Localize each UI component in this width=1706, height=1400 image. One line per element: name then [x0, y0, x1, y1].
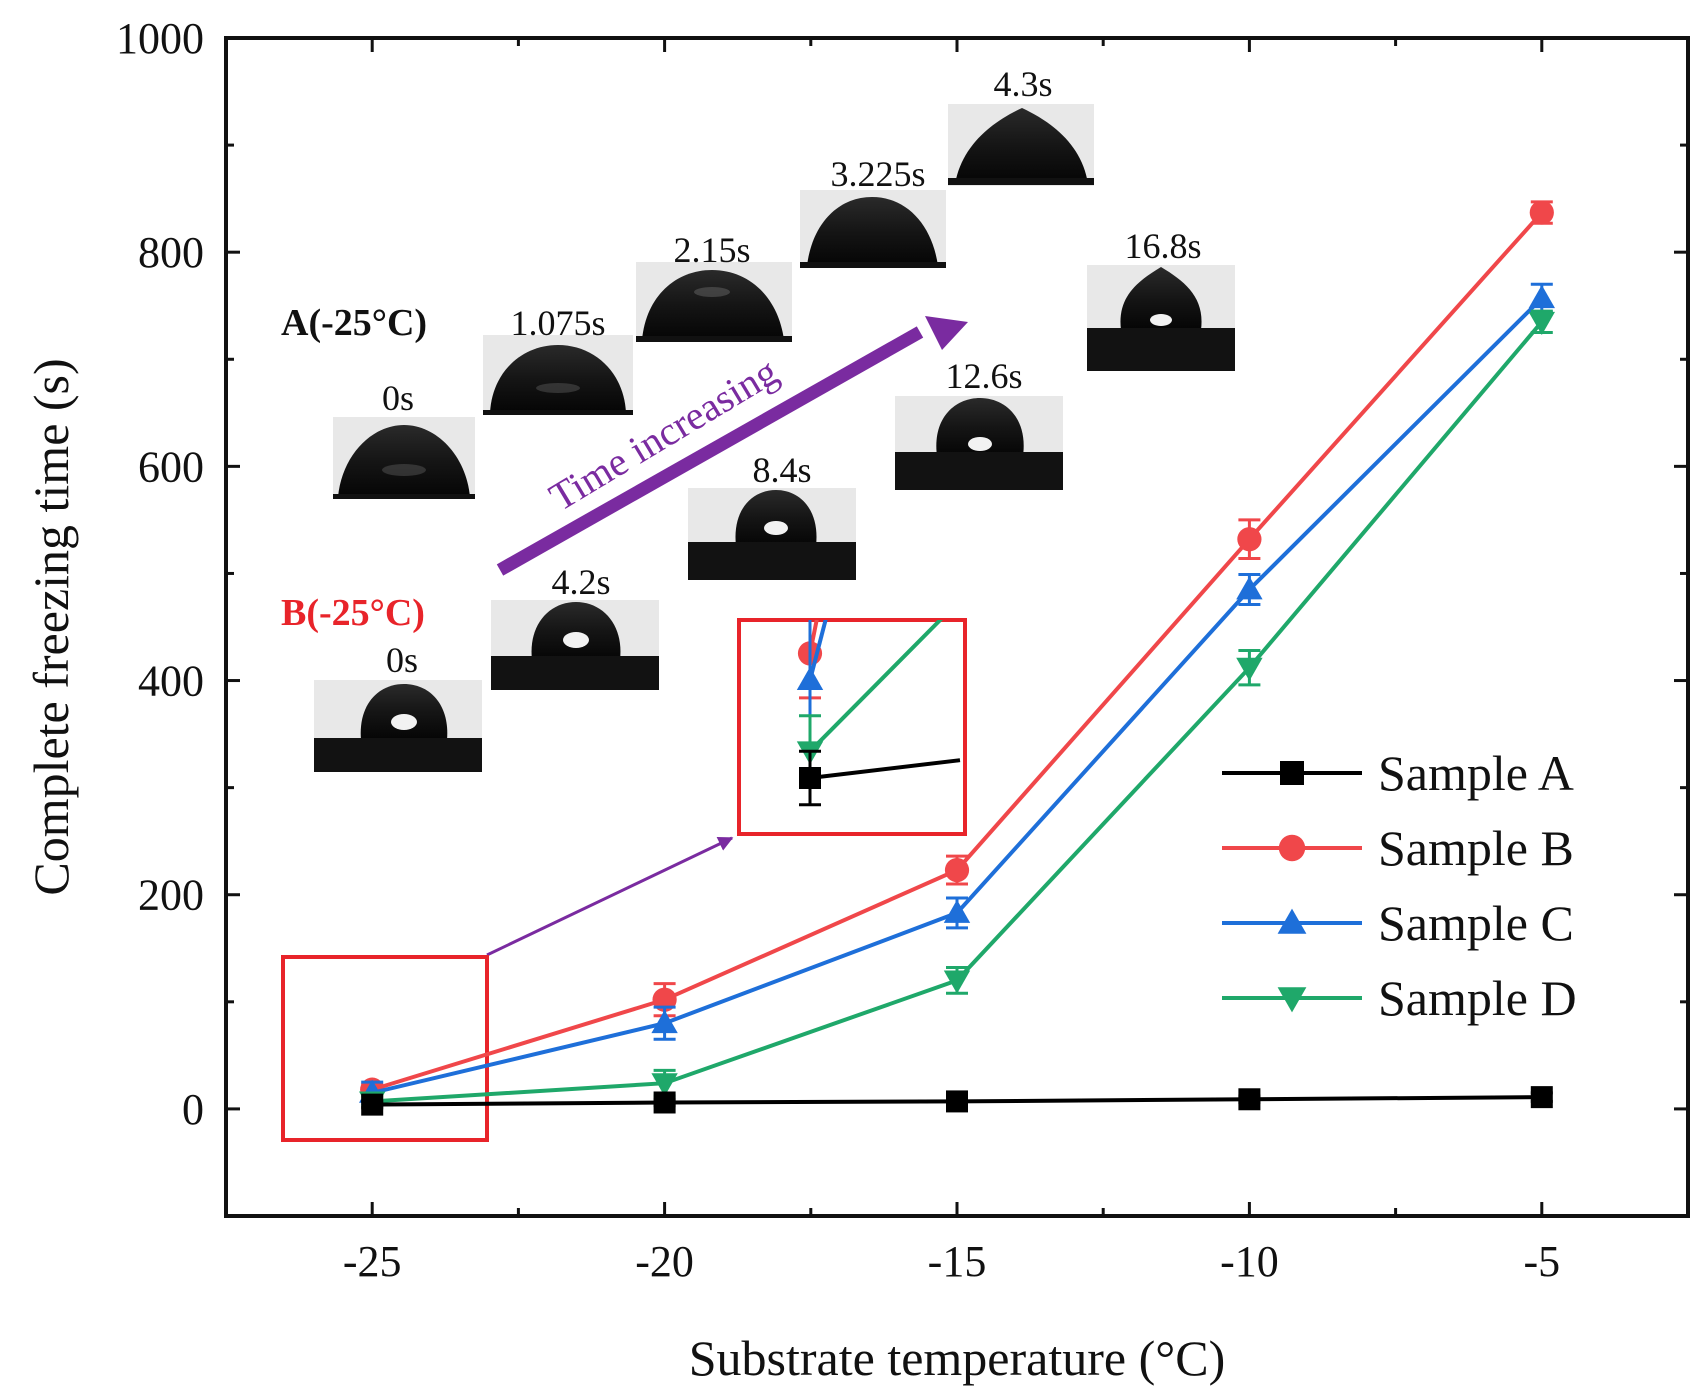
sample-b-label: B(-25°C): [281, 592, 425, 634]
droplet-b-84s: [688, 488, 856, 580]
legend: Sample A Sample B Sample C Sample D: [1222, 745, 1577, 1026]
data-point: [1236, 657, 1263, 681]
time-a-0: 0s: [382, 378, 414, 418]
droplet-image-insets: [314, 104, 1235, 772]
inset-series-line: [809, 758, 961, 780]
time-b-0: 0s: [386, 640, 418, 680]
data-point: [946, 1090, 968, 1113]
time-a-3: 3.225s: [830, 154, 925, 194]
zoom-inset-box: [737, 618, 967, 836]
data-point: [943, 970, 971, 994]
inset-data-point: [799, 767, 821, 789]
y-tick-label: 600: [138, 442, 204, 491]
data-point: [944, 857, 970, 883]
plot-frame: [224, 36, 1690, 1218]
droplet-b-126s: [895, 396, 1063, 490]
legend-label: Sample C: [1378, 895, 1574, 951]
legend-entry-sample-b: Sample B: [1222, 820, 1574, 876]
series-sample-d: [359, 309, 1555, 1115]
data-point: [361, 1093, 384, 1116]
legend-marker: [1280, 761, 1304, 785]
x-axis-title: Substrate temperature (°C): [689, 1330, 1225, 1386]
y-tick-label: 400: [138, 657, 204, 706]
y-tick-label: 200: [138, 871, 204, 920]
data-point: [651, 1010, 678, 1034]
time-a-2: 2.15s: [673, 230, 750, 270]
droplet-a-1075s: [483, 335, 633, 415]
x-tick-label: -20: [635, 1237, 694, 1286]
droplet-a-3225s: [800, 190, 946, 268]
time-b-4: 16.8s: [1124, 226, 1201, 266]
data-point: [1529, 200, 1554, 225]
x-tick-label: -10: [1220, 1237, 1279, 1286]
time-b-1: 4.2s: [551, 562, 610, 602]
inset-series-sample-d: [796, 620, 943, 789]
legend-marker: [1277, 908, 1307, 934]
inset-series-line: [808, 620, 943, 753]
legend-label: Sample B: [1378, 820, 1574, 876]
x-tick-label: -15: [928, 1237, 987, 1286]
axes: -25 -20 -15 -10 -5 0 200 400 600 800 1000: [116, 14, 1688, 1286]
droplet-b-0s: [314, 680, 482, 772]
time-increasing-arrowhead: [925, 316, 968, 350]
annotation-graphics: [281, 316, 968, 1142]
x-tick-label: -5: [1523, 1237, 1560, 1286]
series-sample-a: [361, 1086, 1553, 1116]
data-point: [943, 899, 971, 923]
series-layer: [359, 200, 1555, 1116]
time-b-3: 12.6s: [945, 356, 1022, 396]
y-tick-label: 0: [182, 1085, 204, 1134]
inset-data-point: [796, 666, 824, 690]
inset-series-sample-a: [799, 749, 961, 807]
y-tick-label: 800: [138, 228, 204, 277]
legend-marker: [1277, 987, 1307, 1013]
data-point: [1236, 576, 1263, 600]
time-a-1: 1.075s: [510, 303, 605, 343]
x-tick-label: -25: [343, 1237, 402, 1286]
data-point: [1237, 527, 1262, 552]
legend-label: Sample A: [1378, 745, 1574, 801]
time-b-2: 8.4s: [752, 450, 811, 490]
droplet-b-168s: [1087, 265, 1235, 371]
y-tick-label: 1000: [116, 14, 204, 63]
legend-label: Sample D: [1378, 970, 1577, 1026]
data-point: [651, 1073, 678, 1097]
data-point: [653, 1091, 676, 1114]
sample-a-label: A(-25°C): [281, 302, 427, 344]
zoom-source-box: [281, 955, 489, 1142]
zoom-inset-series: [796, 620, 961, 807]
legend-marker: [1278, 834, 1306, 862]
legend-entry-sample-a: Sample A: [1222, 745, 1574, 801]
droplet-b-42s: [491, 600, 659, 690]
time-a-4: 4.3s: [993, 64, 1052, 104]
y-axis-title: Complete freezing time (s): [23, 358, 79, 895]
droplet-a-215s: [636, 262, 792, 342]
legend-entry-sample-d: Sample D: [1222, 970, 1577, 1026]
time-increasing-arrow: [496, 326, 924, 576]
droplet-a-43s: [948, 104, 1094, 186]
data-point: [1528, 311, 1555, 335]
data-point: [1530, 1086, 1553, 1109]
droplet-a-0s: [333, 417, 475, 499]
data-point: [1238, 1088, 1261, 1111]
data-point: [1528, 285, 1555, 309]
legend-entry-sample-c: Sample C: [1222, 895, 1574, 951]
zoom-connector-arrow: [486, 836, 734, 957]
